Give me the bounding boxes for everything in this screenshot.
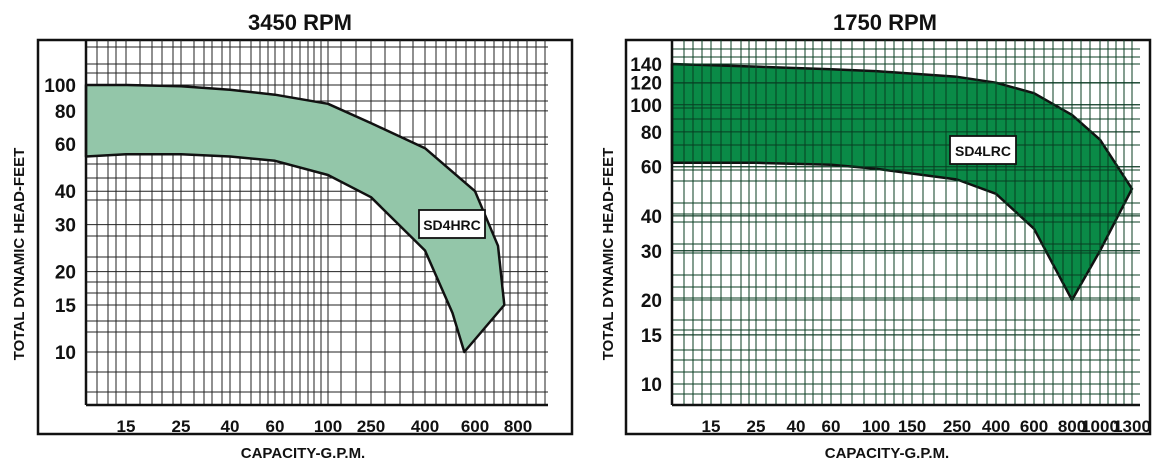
performance-band-sd4hrc [84,83,506,354]
y-tick-label: 10 [55,343,76,364]
series-label: SD4LRC [955,143,1011,159]
y-tick-label: 60 [641,158,662,179]
chart-title: 3450 RPM [248,10,352,35]
x-tick-label: 15 [117,417,136,436]
y-tick-labels: 10 15 20 30 40 60 80 100 [44,76,76,364]
x-tick-label: 250 [357,417,385,436]
x-tick-label: 400 [411,417,439,436]
chart-3450-rpm: 3450 RPM 10 15 20 30 40 60 80 100 15 25 40 60 100 25… [11,10,574,462]
x-tick-label: 100 [862,417,890,436]
x-tick-label: 600 [1020,417,1048,436]
series-label-box: SD4HRC [418,209,486,239]
x-tick-label: 60 [266,417,285,436]
x-tick-label: 100 [314,417,342,436]
y-tick-label: 30 [641,242,662,263]
x-tick-label: 40 [221,417,240,436]
y-axis-label: TOTAL DYNAMIC HEAD-FEET [600,148,617,361]
x-axis-label: CAPACITY-G.P.M. [241,445,365,462]
y-tick-label: 120 [630,74,662,95]
y-tick-label: 20 [641,291,662,312]
y-tick-label: 100 [44,76,76,97]
series-label: SD4HRC [423,217,481,233]
x-tick-label: 25 [172,417,191,436]
x-tick-label: 800 [1058,417,1086,436]
x-tick-label: 150 [898,417,926,436]
y-tick-label: 15 [641,326,663,347]
x-axis-label: CAPACITY-G.P.M. [825,445,949,462]
x-tick-label: 250 [943,417,971,436]
x-tick-label: 60 [822,417,841,436]
y-tick-label: 20 [55,263,76,284]
x-tick-label: 800 [504,417,532,436]
y-axis-label: TOTAL DYNAMIC HEAD-FEET [11,148,28,361]
series-label-box: SD4LRC [949,135,1017,165]
y-tick-label: 15 [55,296,77,317]
y-tick-label: 80 [55,102,76,123]
y-tick-label: 60 [55,135,76,156]
x-tick-label: 1300 [1113,417,1151,436]
y-tick-label: 10 [641,375,662,396]
x-tick-label: 40 [787,417,806,436]
x-tick-label: 1000 [1081,417,1119,436]
grid-lines-overlay [672,40,1140,405]
chart-title: 1750 RPM [833,10,937,35]
x-tick-label: 15 [702,417,721,436]
y-tick-label: 40 [641,207,662,228]
x-tick-labels: 15 25 40 60 100 250 400 600 800 [117,417,533,436]
y-tick-label: 140 [630,55,662,76]
y-tick-label: 100 [630,96,662,117]
y-tick-label: 40 [55,182,76,203]
y-tick-label: 80 [641,123,662,144]
y-tick-label: 30 [55,216,76,237]
x-tick-label: 600 [461,417,489,436]
x-tick-label: 25 [747,417,766,436]
x-tick-label: 400 [982,417,1010,436]
